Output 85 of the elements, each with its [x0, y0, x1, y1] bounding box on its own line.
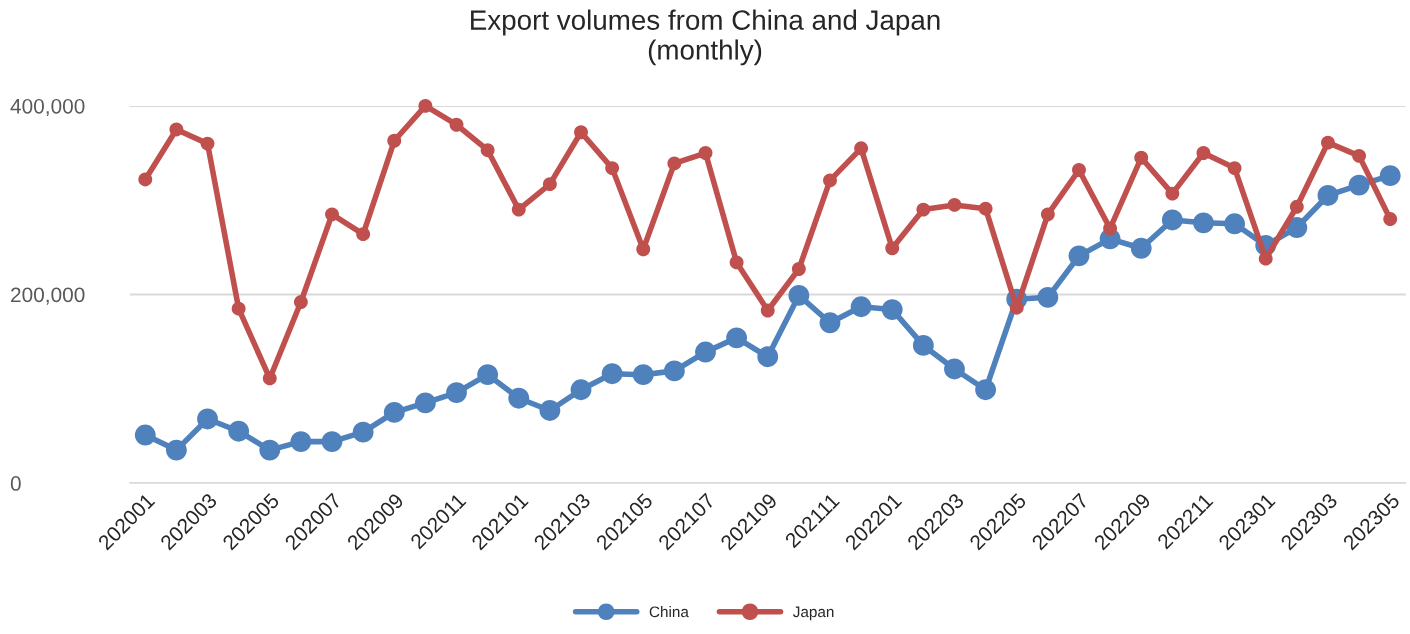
- chart-title: Export volumes from China and Japan (monthly): [471, 9, 940, 66]
- point: [1383, 212, 1398, 226]
- point: [729, 255, 744, 270]
- point: [1321, 135, 1335, 150]
- point: [854, 141, 869, 156]
- point: [1289, 199, 1304, 214]
- point: [228, 420, 250, 442]
- point: [1196, 146, 1211, 160]
- point: [632, 364, 654, 386]
- point: [663, 360, 685, 382]
- y-tick-label: 0: [10, 476, 21, 491]
- point: [667, 156, 682, 171]
- point: [947, 197, 962, 212]
- point: [574, 125, 588, 140]
- point: [293, 295, 308, 309]
- point: [912, 335, 934, 356]
- point: [601, 363, 623, 385]
- point: [698, 146, 713, 160]
- point: [760, 303, 775, 318]
- point: [1161, 209, 1183, 231]
- point: [197, 408, 218, 430]
- point: [1040, 207, 1055, 222]
- point: [418, 98, 433, 113]
- point: [791, 262, 806, 276]
- point: [138, 172, 153, 187]
- point: [885, 241, 900, 256]
- point: [414, 392, 436, 414]
- point: [387, 133, 402, 148]
- point: [262, 371, 277, 386]
- point: [480, 143, 495, 158]
- point: [449, 117, 464, 132]
- point: [1068, 245, 1090, 267]
- point: [383, 401, 405, 423]
- point: [1286, 217, 1308, 238]
- point: [1317, 185, 1339, 206]
- point: [1130, 237, 1152, 259]
- point: [446, 382, 467, 403]
- point: [477, 364, 499, 386]
- point: [508, 387, 530, 409]
- point: [1009, 300, 1024, 315]
- point: [511, 202, 526, 217]
- point: [819, 312, 841, 334]
- point: [1224, 213, 1246, 235]
- point: [169, 122, 184, 137]
- point: [978, 201, 993, 216]
- point: [757, 346, 779, 368]
- point: [325, 207, 339, 222]
- point: [788, 285, 810, 306]
- point: [352, 421, 374, 443]
- point: [1072, 163, 1086, 177]
- point: [1037, 286, 1059, 308]
- point: [823, 173, 837, 188]
- point: [975, 379, 997, 401]
- point: [570, 379, 592, 401]
- point: [356, 227, 371, 242]
- point: [1193, 212, 1214, 234]
- point: [636, 242, 651, 257]
- point: [539, 400, 561, 421]
- point: [605, 161, 620, 176]
- point: [542, 177, 557, 192]
- legend-label: Japan: [793, 606, 834, 621]
- y-tick-label: 200,000: [11, 287, 85, 305]
- point: [1134, 150, 1149, 165]
- point: [165, 439, 187, 461]
- point: [1165, 186, 1180, 201]
- point: [290, 431, 312, 453]
- point: [944, 358, 965, 380]
- point: [1348, 174, 1370, 196]
- point: [259, 439, 281, 461]
- point: [231, 301, 246, 316]
- point: [1258, 251, 1273, 266]
- point: [321, 431, 343, 453]
- y-tick-label: 400,000: [10, 98, 85, 117]
- point: [134, 424, 156, 446]
- point: [850, 296, 872, 318]
- point: [1352, 148, 1367, 163]
- point: [695, 341, 716, 363]
- point: [1103, 221, 1118, 236]
- point: [726, 327, 748, 349]
- point: [200, 136, 215, 151]
- point: [881, 299, 903, 320]
- point: [1227, 161, 1242, 176]
- legend-label: China: [649, 606, 689, 618]
- point: [916, 202, 931, 217]
- point: [1379, 165, 1401, 187]
